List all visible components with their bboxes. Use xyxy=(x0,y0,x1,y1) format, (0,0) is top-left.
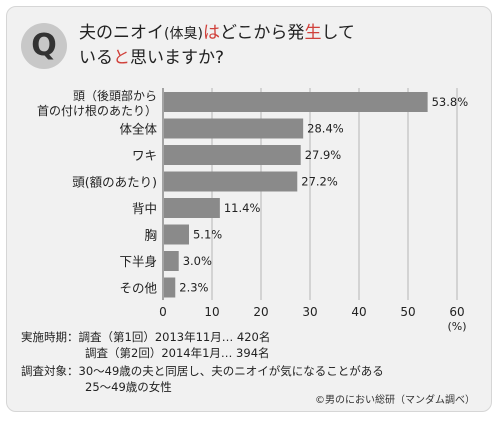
data-label: 27.9% xyxy=(305,148,342,162)
survey-card: Q 夫のニオイ(体臭)はどこから発生して いると思いますか? 実施時期：調査（第… xyxy=(6,6,492,412)
question-title: 夫のニオイ(体臭)はどこから発生して いると思いますか? xyxy=(79,21,459,70)
bar xyxy=(164,251,179,271)
bar xyxy=(164,145,301,165)
target-label: 調査対象： xyxy=(21,364,79,378)
bar xyxy=(164,118,304,139)
question-text: どこから発 xyxy=(219,23,305,43)
category-label: 背中 xyxy=(132,201,157,216)
question-text-paren: (体臭) xyxy=(164,26,203,42)
category-label: 首の付け根のあたり） xyxy=(37,104,157,118)
bar xyxy=(164,224,189,245)
period-label: 実施時期： xyxy=(21,330,79,344)
category-label: 頭（後頭部から xyxy=(73,88,157,103)
question-text-accent: と xyxy=(113,48,130,68)
bar xyxy=(164,277,176,298)
question-badge: Q xyxy=(21,23,67,69)
category-label: その他 xyxy=(119,281,157,296)
question-text: して xyxy=(321,23,355,43)
data-label: 3.0% xyxy=(183,254,212,268)
bar xyxy=(164,198,220,218)
source-credit: ©男のにおい総研（マンダム調べ） xyxy=(315,395,475,406)
period-line-1: 調査（第1回）2013年11月… 420名 xyxy=(78,330,271,344)
x-tick-label: 30 xyxy=(302,305,317,319)
category-label: 下半身 xyxy=(119,254,157,269)
x-tick-label: 50 xyxy=(400,305,415,319)
bar xyxy=(164,92,428,112)
category-label: 胸 xyxy=(144,228,157,243)
x-tick-label: 10 xyxy=(204,305,219,319)
target-line-1: 30〜49歳の夫と同居し、夫のニオイが気になることがある xyxy=(78,364,384,378)
period-block: 実施時期：調査（第1回）2013年11月… 420名 調査（第2回）2014年1… xyxy=(21,329,270,361)
category-label: 体全体 xyxy=(119,122,157,137)
x-tick-label: 60 xyxy=(449,305,464,319)
bar xyxy=(164,171,298,192)
question-line-2: いると思いますか? xyxy=(79,46,459,70)
target-block: 調査対象：30〜49歳の夫と同居し、夫のニオイが気になることがある 25〜49歳… xyxy=(21,363,384,395)
data-label: 28.4% xyxy=(307,122,344,136)
x-unit-label: (%) xyxy=(447,320,466,333)
x-tick-label: 0 xyxy=(159,305,167,319)
x-tick-label: 20 xyxy=(253,305,268,319)
question-text-accent: 生 xyxy=(304,23,322,43)
category-label: 頭(額のあたり) xyxy=(72,175,157,190)
category-label: ワキ xyxy=(132,148,157,163)
x-tick-label: 40 xyxy=(351,305,366,319)
question-text: いる xyxy=(79,48,113,68)
question-text-accent: は xyxy=(202,23,220,43)
data-label: 2.3% xyxy=(179,281,208,295)
data-label: 5.1% xyxy=(193,228,222,242)
data-label: 27.2% xyxy=(301,175,338,189)
question-text: 思いますか? xyxy=(130,48,225,68)
target-line-2: 25〜49歳の女性 xyxy=(85,380,172,394)
question-line-1: 夫のニオイ(体臭)はどこから発生して xyxy=(79,21,459,46)
period-line-2: 調査（第2回）2014年1月… 394名 xyxy=(85,346,270,360)
data-label: 53.8% xyxy=(432,95,469,109)
question-text: 夫のニオイ xyxy=(79,23,164,43)
data-label: 11.4% xyxy=(224,201,261,215)
